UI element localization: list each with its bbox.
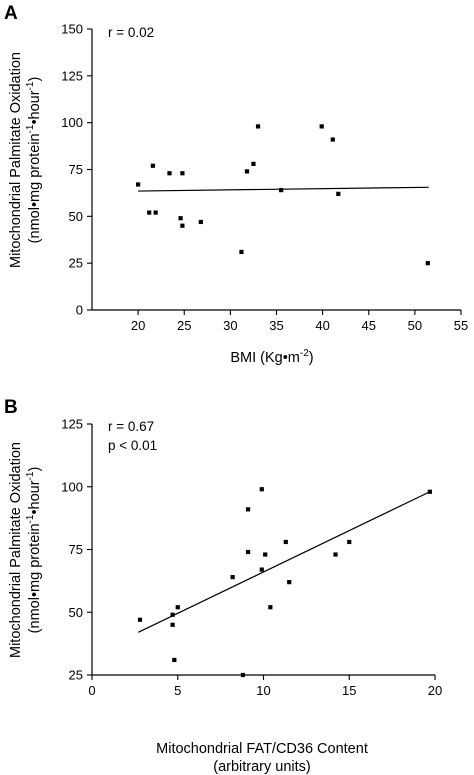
- panel-b-data-point: [283, 539, 288, 545]
- panel-a-points: [136, 124, 430, 266]
- panel-a-data-point: [244, 169, 250, 174]
- panel-a-x-tick-label: 30: [223, 318, 237, 333]
- panel-b-y-tick-label: 50: [69, 605, 83, 620]
- panel-a-letter: A: [4, 3, 18, 24]
- panel-a-x-tick-label: 50: [408, 318, 422, 333]
- panel-b-data-point: [137, 617, 143, 622]
- panel-a-data-point: [180, 223, 185, 228]
- panel-a-annotation-r: r = 0.02: [108, 25, 154, 40]
- panel-a-ylabel-line2: (nmol•mg protein-1•hour-1): [25, 77, 43, 244]
- panel-b-data-point: [230, 575, 235, 580]
- panel-a-fit-line: [138, 186, 429, 192]
- panel-b-y-tick-label: 125: [61, 417, 83, 432]
- panel-a-data-point: [147, 210, 152, 215]
- panel-b-data-point: [268, 605, 273, 610]
- panel-b-x-tick-label: 10: [256, 683, 270, 698]
- panel-a-y-tick-label: 100: [61, 115, 83, 130]
- panel-b-data-point: [263, 552, 268, 557]
- panel-b-axes: [91, 424, 435, 676]
- panel-b-data-point: [427, 489, 432, 494]
- panel-b-data-point: [240, 672, 246, 678]
- panel-b-x-tick-label: 20: [428, 683, 442, 698]
- panel-a-xlabel: BMI (Kg•m-2): [230, 348, 313, 366]
- panel-b-x-tick-label: 15: [342, 683, 356, 698]
- panel-b-fit-line: [138, 491, 431, 633]
- panel-b-data-point: [245, 507, 251, 512]
- panel-a-data-point: [319, 124, 324, 129]
- panel-a-x-tick-label: 20: [131, 318, 145, 333]
- panel-b-annotation-p: p < 0.01: [108, 438, 157, 453]
- panel-a-data-point: [239, 249, 244, 255]
- panel-a-y-tick-label: 75: [69, 162, 83, 177]
- panel-a-x-tick-label: 35: [269, 318, 283, 333]
- panel-a-y-tick-label: 150: [61, 22, 83, 37]
- panel-b-data-point: [259, 567, 264, 572]
- panel-a-axes: [91, 29, 461, 311]
- panel-a-ylabel-line1: Mitochondrial Palmitate Oxidation: [8, 52, 24, 268]
- panel-a-data-point: [251, 161, 256, 166]
- panel-a-data-point: [180, 171, 185, 176]
- panel-a-data-point: [150, 163, 155, 168]
- panel-a-data-point: [153, 210, 158, 215]
- panel-a-data-point: [330, 137, 335, 142]
- panel-a-x-tick-label: 45: [362, 318, 376, 333]
- panel-b-data-point: [333, 552, 338, 557]
- panel-a-data-point: [178, 216, 183, 221]
- panel-b-data-point: [245, 549, 251, 555]
- panel-b-data-point: [259, 487, 264, 492]
- panel-b-y-tick-label: 100: [61, 479, 83, 494]
- panel-a-y-tick-label: 0: [76, 303, 83, 318]
- panel-a-data-point: [198, 219, 203, 225]
- panel-a-x-tick-label: 25: [177, 318, 191, 333]
- panel-b-xlabel-line2: (arbitrary units): [213, 759, 311, 775]
- panel-b-letter: B: [4, 397, 18, 418]
- panel-a-ticks: 0 25 50 75 100 125 150 20 25 30 35 40 45 50 55: [61, 22, 468, 334]
- panel-a-y-tick-label: 25: [69, 256, 83, 271]
- panel-b-xlabel-line1: Mitochondrial FAT/CD36 Content: [156, 741, 368, 757]
- panel-b-ylabel-line2: (nmol•mg protein-1•hour-1): [25, 467, 43, 634]
- panel-a-data-point: [136, 182, 141, 187]
- panel-a-y-tick-label: 50: [69, 209, 83, 224]
- panel-b-data-point: [347, 539, 352, 545]
- panel-b-chart: B Mitochondrial Palmitate Oxidation (nmo…: [4, 397, 442, 775]
- panel-b-y-tick-label: 25: [69, 668, 83, 683]
- panel-b-ticks: 25 50 75 100 125 0 5 10 15 20: [61, 417, 442, 699]
- panel-b-data-point: [170, 622, 175, 627]
- panel-a-x-tick-label: 55: [454, 318, 468, 333]
- panel-a-x-tick-label: 40: [315, 318, 329, 333]
- panel-a-y-tick-label: 125: [61, 68, 83, 83]
- panel-a-data-point: [425, 261, 430, 266]
- panel-b-ylabel: Mitochondrial Palmitate Oxidation (nmol•…: [8, 442, 43, 658]
- panel-a-data-point: [255, 124, 261, 129]
- panel-b-data-point: [170, 612, 175, 617]
- panel-a-ylabel: Mitochondrial Palmitate Oxidation (nmol•…: [8, 52, 43, 268]
- panel-b-y-tick-label: 75: [69, 542, 83, 557]
- panel-b-data-point: [172, 657, 177, 663]
- panel-a-data-point: [279, 188, 284, 193]
- panel-b-x-tick-label: 5: [174, 683, 181, 698]
- panel-b-annotation-r: r = 0.67: [108, 419, 154, 434]
- panel-b-ylabel-line1: Mitochondrial Palmitate Oxidation: [8, 442, 24, 658]
- panel-b-x-tick-label: 0: [88, 683, 95, 698]
- panel-a-data-point: [167, 171, 172, 176]
- panel-a-fit-line-group: [138, 186, 429, 192]
- panel-a-data-point: [336, 191, 341, 196]
- panel-a-chart: A Mitochondrial Palmitate Oxidation (nmo…: [4, 3, 468, 366]
- panel-b-points: [137, 487, 432, 678]
- panel-b-data-point: [287, 580, 292, 585]
- panel-b-fit-line-group: [138, 491, 431, 633]
- panel-b-data-point: [175, 605, 180, 610]
